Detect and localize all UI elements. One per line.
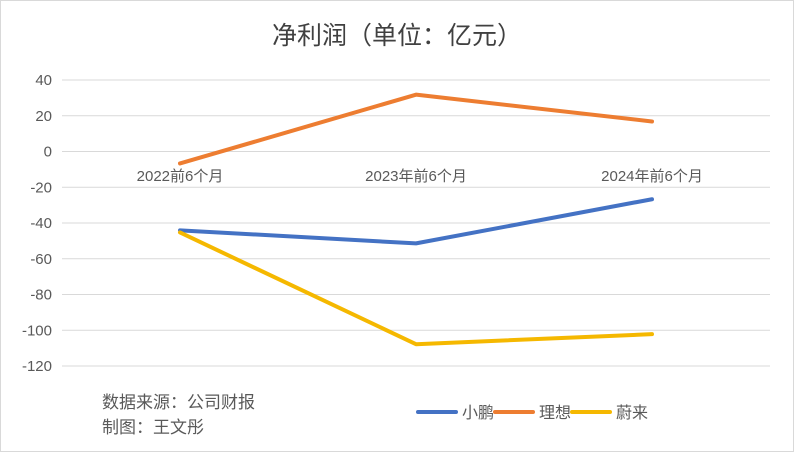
legend-label: 蔚来 [616, 403, 648, 422]
series-line-1 [178, 92, 654, 166]
legend-label: 小鹏 [462, 403, 494, 422]
chart-title: 净利润（单位：亿元） [272, 21, 522, 50]
y-tick-label: -20 [30, 179, 52, 196]
series-line-2 [178, 230, 654, 347]
author-note: 制图：王文彤 [102, 418, 204, 438]
series-line-0 [178, 197, 654, 246]
y-tick-label: 20 [35, 108, 52, 125]
x-category-label: 2024年前6个月 [601, 168, 703, 185]
y-tick-label: -60 [30, 251, 52, 268]
y-tick-label: 40 [35, 72, 52, 89]
x-category-label: 2023年前6个月 [365, 168, 467, 185]
x-category-label: 2022前6个月 [137, 168, 224, 185]
y-tick-label: 0 [44, 144, 52, 161]
y-tick-label: -40 [30, 215, 52, 232]
legend-label: 理想 [539, 403, 571, 422]
y-tick-label: -80 [30, 287, 52, 304]
y-tick-label: -100 [22, 322, 52, 339]
source-note: 数据来源：公司财报 [102, 393, 255, 413]
y-tick-label: -120 [22, 358, 52, 375]
